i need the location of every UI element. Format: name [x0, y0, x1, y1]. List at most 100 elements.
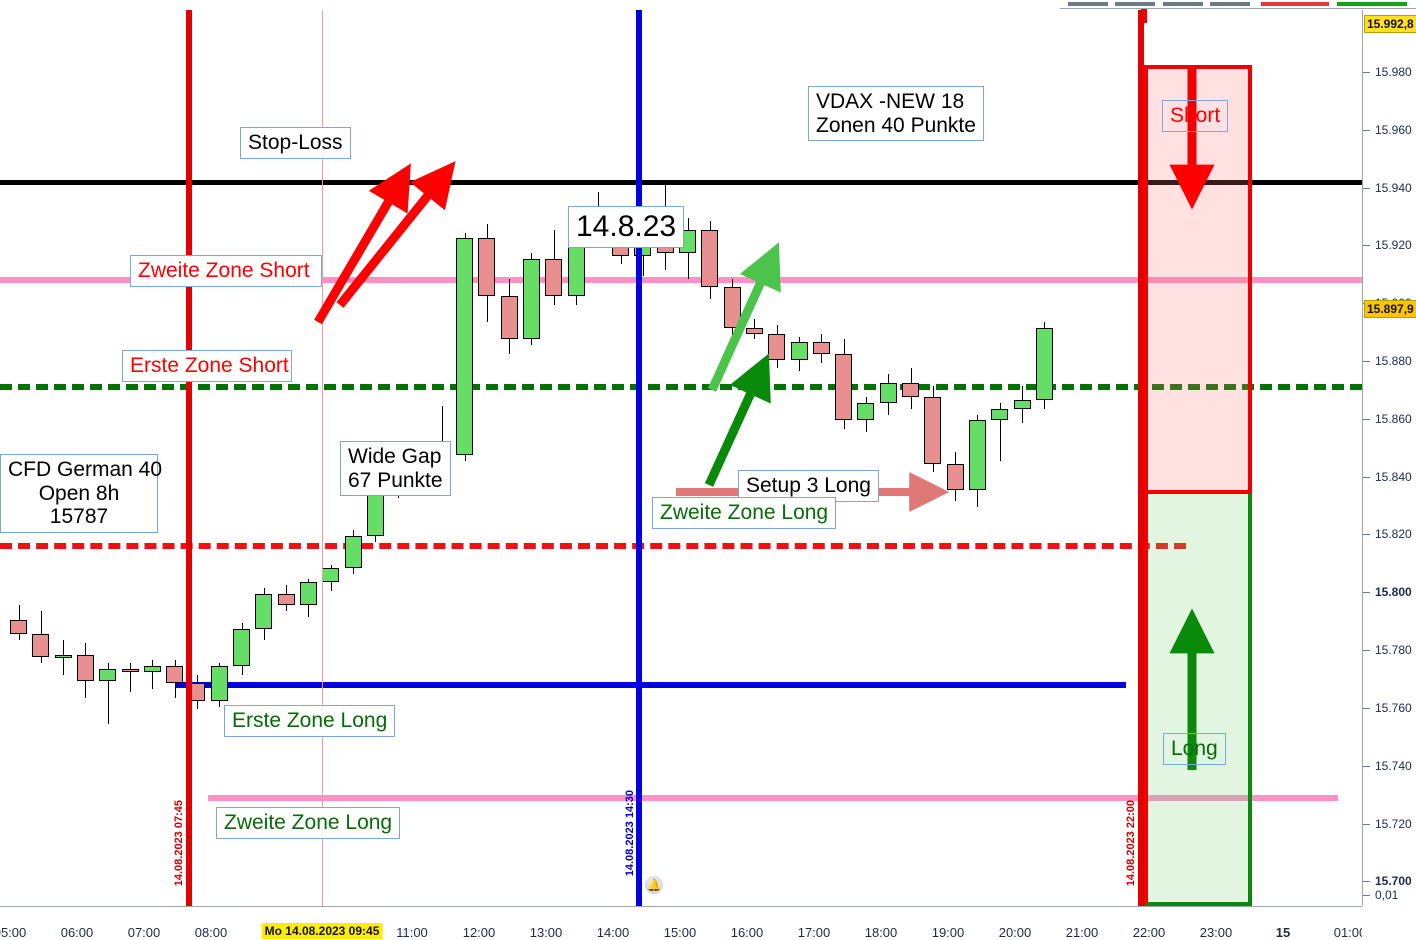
price-plot[interactable]: 14.08.2023 07:45 14.08.2023 14:30 🔔 14.0… [0, 10, 1362, 906]
crosshair-vertical [322, 10, 323, 906]
erste-zone-long-line[interactable] [0, 543, 1186, 549]
candle-body[interactable] [701, 229, 719, 288]
toolbar-green-indicator[interactable] [1337, 2, 1407, 6]
candle-body[interactable] [99, 668, 117, 681]
time-tick-label: 07:00 [127, 925, 161, 940]
bell-icon[interactable]: 🔔 [645, 876, 663, 894]
toolbar-segment-1[interactable] [1068, 2, 1108, 6]
zweite-zone-short-line[interactable] [0, 277, 1362, 283]
candle-body[interactable] [456, 238, 473, 456]
blue-level-line[interactable] [176, 682, 1126, 688]
price-tick [1363, 650, 1370, 652]
candle-body[interactable] [277, 593, 295, 606]
erste-zone-short-line[interactable] [0, 384, 1362, 390]
setup-3-long-note[interactable]: Setup 3 Long [738, 470, 879, 502]
marker-0745-line[interactable] [186, 10, 192, 906]
zweite-zone-long-line[interactable] [208, 795, 1338, 801]
candle-body[interactable] [478, 238, 496, 297]
price-tick-label: 15.800 [1375, 585, 1412, 600]
toolbar-segment-2[interactable] [1115, 2, 1155, 6]
toolbar-segment-4[interactable] [1210, 2, 1250, 6]
scale-unit-tick [1363, 895, 1370, 896]
time-tick-label: 13:00 [529, 925, 563, 940]
toolbar-segment-3[interactable] [1163, 2, 1203, 6]
candle-body[interactable] [857, 403, 875, 421]
long-arrow-dark [704, 353, 771, 487]
time-tick-label: 17:00 [797, 925, 831, 940]
short-arrow-1 [314, 163, 411, 325]
top-toolbar[interactable] [0, 0, 1416, 10]
candle-body[interactable] [545, 258, 563, 297]
annotation-arrows [314, 68, 1215, 770]
time-tick-label: 06:00 [60, 925, 94, 940]
short-zone-label[interactable]: Short [1162, 100, 1229, 132]
price-tick-label: 15.700 [1375, 874, 1412, 889]
candle-body[interactable] [812, 342, 830, 354]
candle-wick [1000, 403, 1001, 461]
short-zone-box[interactable] [1144, 65, 1252, 494]
zweite-zone-short-note[interactable]: Zweite Zone Short [130, 255, 322, 287]
candle-body[interactable] [54, 654, 72, 658]
high-price-badge: 15.992,8 [1364, 15, 1416, 33]
marker-2200-line[interactable] [1138, 10, 1144, 906]
candle-body[interactable] [299, 582, 317, 606]
candle-body[interactable] [991, 408, 1009, 421]
candle-body[interactable] [1035, 327, 1053, 401]
time-tick-label: 21:00 [1065, 925, 1099, 940]
price-tick-label: 15.940 [1375, 180, 1412, 195]
price-tick-label: 15.820 [1375, 527, 1412, 542]
price-tick [1363, 361, 1370, 363]
candle-body[interactable] [745, 327, 763, 334]
price-tick-label: 15.960 [1375, 122, 1412, 137]
marker-1430-line[interactable] [636, 10, 642, 906]
zweite-zone-long-note[interactable]: Zweite Zone Long [216, 807, 401, 839]
time-tick-label: 15:00 [663, 925, 697, 940]
candle-body[interactable] [768, 333, 786, 360]
vdax-note[interactable]: VDAX -NEW 18 Zonen 40 Punkte [808, 86, 984, 142]
price-tick [1363, 707, 1370, 709]
candle-body[interactable] [143, 666, 161, 672]
candle-body[interactable] [166, 666, 184, 684]
candle-body[interactable] [255, 593, 273, 629]
trade-date-note[interactable]: 14.8.23 [568, 206, 685, 248]
candle-body[interactable] [76, 654, 94, 681]
candle-body[interactable] [723, 287, 741, 328]
long-zone-label[interactable]: Long [1163, 733, 1226, 765]
candle-body[interactable] [500, 296, 518, 340]
erste-zone-long-note[interactable]: Erste Zone Long [224, 705, 396, 737]
candle-body[interactable] [879, 382, 897, 404]
instrument-note[interactable]: CFD German 40 Open 8h 15787 [0, 454, 162, 533]
price-tick [1363, 823, 1370, 825]
candle-body[interactable] [835, 353, 853, 421]
price-tick-label: 15.740 [1375, 758, 1412, 773]
candle-wick [130, 663, 131, 693]
time-tick-label: 20:00 [998, 925, 1032, 940]
erste-zone-short-note[interactable]: Erste Zone Short [122, 350, 292, 382]
candle-body[interactable] [902, 382, 919, 398]
time-tick-label: 14:00 [596, 925, 630, 940]
long-zone-box[interactable] [1144, 494, 1252, 906]
zweite-zone-long-mid-note[interactable]: Zweite Zone Long [652, 497, 837, 529]
price-tick [1363, 72, 1370, 74]
candle-body[interactable] [121, 668, 139, 672]
price-tick [1363, 418, 1370, 420]
candle-body[interactable] [32, 634, 50, 658]
candle-body[interactable] [790, 342, 808, 360]
stop-loss-note[interactable]: Stop-Loss [240, 127, 351, 159]
price-axis[interactable]: 15.98015.96015.94015.92015.90015.88015.8… [1362, 10, 1416, 906]
candle-body[interactable] [10, 619, 27, 635]
candle-body[interactable] [1013, 400, 1031, 409]
cursor-time-badge: Mo 14.08.2023 09:45 [261, 923, 383, 939]
candle-body[interactable] [924, 397, 942, 464]
candle-body[interactable] [344, 536, 362, 568]
price-tick [1363, 129, 1370, 131]
price-tick-label: 15.860 [1375, 411, 1412, 426]
time-axis[interactable]: 05:0006:0007:0008:0009:0010:0011:0012:00… [0, 906, 1366, 940]
candle-body[interactable] [233, 628, 250, 667]
candle-body[interactable] [210, 666, 228, 701]
stop-loss-line[interactable] [0, 180, 1362, 185]
candle-body[interactable] [968, 420, 986, 490]
candle-body[interactable] [522, 258, 540, 340]
toolbar-red-indicator[interactable] [1261, 2, 1329, 6]
wide-gap-note[interactable]: Wide Gap 67 Punkte [340, 441, 451, 497]
